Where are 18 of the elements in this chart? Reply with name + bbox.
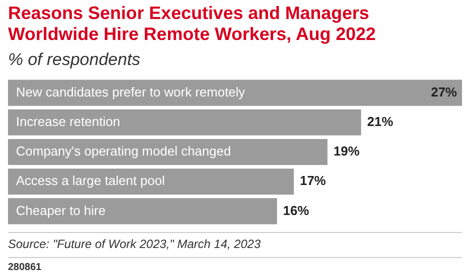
- chart-subtitle: % of respondents: [8, 50, 142, 70]
- data-label: 21%: [367, 114, 394, 129]
- source-note: Source: "Future of Work 2023," March 14, 2023: [8, 232, 462, 251]
- bar: [8, 168, 294, 195]
- y-tick-label: Cheaper to hire: [16, 202, 106, 218]
- data-label: 27%: [430, 84, 458, 100]
- text: 280861: [8, 257, 462, 273]
- bar: [8, 80, 462, 106]
- chart-title: Reasons Senior Executives and Managers Worldwide Hire Remote Workers, Aug 2022: [8, 2, 377, 45]
- bar: [8, 198, 278, 224]
- data-label: 17%: [300, 173, 326, 188]
- y-tick-label: Increase retention: [16, 114, 120, 129]
- y-tick-label: Company's operating model changed: [16, 144, 231, 159]
- bar: [8, 109, 362, 136]
- data-label: 19%: [333, 144, 360, 159]
- y-tick-label: New candidates prefer to work remotely: [16, 84, 246, 100]
- y-tick-label: Access a large talent pool: [16, 173, 165, 188]
- data-label: 16%: [283, 202, 310, 218]
